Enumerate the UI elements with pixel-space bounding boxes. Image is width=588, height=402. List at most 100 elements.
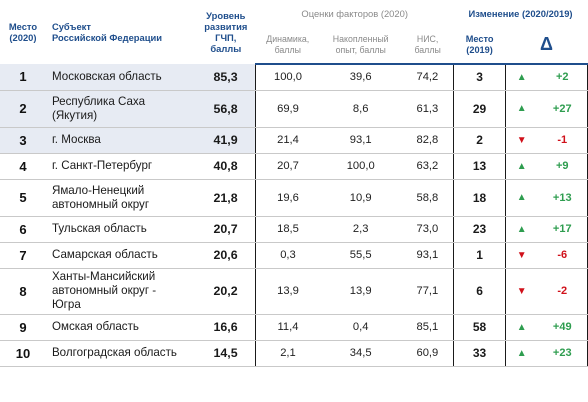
table-row: 1 Московская область 85,3 100,0 39,6 74,2 3 ▲ +2	[0, 64, 588, 91]
triangle-down-icon: ▼	[505, 242, 538, 269]
nis-cell: 77,1	[401, 268, 454, 315]
score-cell: 20,2	[195, 268, 256, 315]
dynamics-cell: 100,0	[255, 64, 320, 91]
nis-cell: 63,2	[401, 153, 454, 180]
header-rank: Место (2020)	[8, 21, 38, 43]
dynamics-cell: 2,1	[255, 340, 320, 367]
nis-cell: 93,1	[401, 242, 454, 269]
triangle-up-icon: ▲	[505, 90, 538, 128]
experience-cell: 100,0	[319, 153, 402, 180]
experience-cell: 55,5	[319, 242, 402, 269]
header-delta: Δ	[505, 26, 588, 65]
nis-cell: 60,9	[401, 340, 454, 367]
header-region: Субъект Российской Федерации	[51, 21, 163, 43]
header-score: Уровень развития ГЧП, баллы	[204, 10, 248, 54]
score-cell: 41,9	[195, 127, 256, 154]
table-row: 7 Самарская область 20,6 0,3 55,5 93,1 1 ▼ -6	[0, 242, 588, 269]
experience-cell: 39,6	[319, 64, 402, 91]
nis-cell: 82,8	[401, 127, 454, 154]
rank-cell: 8	[0, 268, 46, 315]
dynamics-cell: 18,5	[255, 216, 320, 243]
region-name: Ямало-Ненецкий автономный округ	[45, 179, 196, 217]
delta-cell: +9	[537, 153, 588, 180]
prev-place-cell: 18	[453, 179, 506, 217]
prev-place-cell: 29	[453, 90, 506, 128]
table-row: 10 Волгоградская область 14,5 2,1 34,5 60,9 33…	[0, 340, 588, 367]
rank-cell: 5	[0, 179, 46, 217]
rank-cell: 10	[0, 340, 46, 367]
delta-cell: +2	[537, 64, 588, 91]
rank-cell: 7	[0, 242, 46, 269]
experience-cell: 93,1	[319, 127, 402, 154]
delta-cell: +27	[537, 90, 588, 128]
dynamics-cell: 21,4	[255, 127, 320, 154]
nis-cell: 58,8	[401, 179, 454, 217]
dynamics-cell: 20,7	[255, 153, 320, 180]
experience-cell: 34,5	[319, 340, 402, 367]
table-row: 4 г. Санкт-Петербург 40,8 20,7 100,0 63,2 13 ▲ +…	[0, 153, 588, 180]
nis-cell: 73,0	[401, 216, 454, 243]
triangle-up-icon: ▲	[505, 216, 538, 243]
dynamics-cell: 11,4	[255, 314, 320, 341]
dynamics-cell: 13,9	[255, 268, 320, 315]
rank-cell: 4	[0, 153, 46, 180]
dynamics-cell: 69,9	[255, 90, 320, 128]
experience-cell: 10,9	[319, 179, 402, 217]
prev-place-cell: 58	[453, 314, 506, 341]
prev-place-cell: 33	[453, 340, 506, 367]
delta-cell: -1	[537, 127, 588, 154]
delta-cell: +13	[537, 179, 588, 217]
header-factors: Оценки факторов (2020)	[301, 7, 408, 19]
region-name: Самарская область	[45, 242, 196, 269]
table-row: 8 Ханты-Мансийский автономный округ - Югр…	[0, 268, 588, 315]
rank-cell: 2	[0, 90, 46, 128]
score-cell: 16,6	[195, 314, 256, 341]
region-name: Тульская область	[45, 216, 196, 243]
triangle-up-icon: ▲	[505, 153, 538, 180]
triangle-up-icon: ▲	[505, 314, 538, 341]
delta-cell: +17	[537, 216, 588, 243]
table-row: 6 Тульская область 20,7 18,5 2,3 73,0 23 ▲ +17	[0, 216, 588, 243]
ranking-table: Место (2020) Субъект Российской Федераци…	[0, 0, 588, 367]
header-dynamics: Динамика, баллы	[255, 26, 320, 65]
region-name: Волгоградская область	[45, 340, 196, 367]
dynamics-cell: 19,6	[255, 179, 320, 217]
triangle-up-icon: ▲	[505, 64, 538, 91]
triangle-down-icon: ▼	[505, 268, 538, 315]
nis-cell: 85,1	[401, 314, 454, 341]
experience-cell: 8,6	[319, 90, 402, 128]
delta-cell: +23	[537, 340, 588, 367]
triangle-down-icon: ▼	[505, 127, 538, 154]
region-name: Омская область	[45, 314, 196, 341]
score-cell: 20,6	[195, 242, 256, 269]
header-prev-place: Место (2019)	[453, 26, 506, 65]
delta-cell: -6	[537, 242, 588, 269]
delta-cell: +49	[537, 314, 588, 341]
score-cell: 85,3	[195, 64, 256, 91]
header-experience: Накопленный опыт, баллы	[319, 26, 402, 65]
prev-place-cell: 1	[453, 242, 506, 269]
table-body: 1 Московская область 85,3 100,0 39,6 74,2 3 ▲ +2…	[0, 64, 588, 367]
score-cell: 21,8	[195, 179, 256, 217]
score-cell: 40,8	[195, 153, 256, 180]
score-cell: 20,7	[195, 216, 256, 243]
delta-cell: -2	[537, 268, 588, 315]
prev-place-cell: 6	[453, 268, 506, 315]
table-header: Место (2020) Субъект Российской Федераци…	[0, 0, 588, 65]
header-nis: НИС, баллы	[401, 26, 454, 65]
triangle-up-icon: ▲	[505, 340, 538, 367]
region-name: Республика Саха (Якутия)	[45, 90, 196, 128]
table-row: 2 Республика Саха (Якутия) 56,8 69,9 8,6 61,3…	[0, 90, 588, 128]
prev-place-cell: 3	[453, 64, 506, 91]
table-row: 9 Омская область 16,6 11,4 0,4 85,1 58 ▲ +49	[0, 314, 588, 341]
rank-cell: 1	[0, 64, 46, 91]
header-change: Изменение (2020/2019)	[468, 7, 573, 19]
prev-place-cell: 2	[453, 127, 506, 154]
score-cell: 56,8	[195, 90, 256, 128]
region-name: г. Санкт-Петербург	[45, 153, 196, 180]
experience-cell: 0,4	[319, 314, 402, 341]
rank-cell: 9	[0, 314, 46, 341]
score-cell: 14,5	[195, 340, 256, 367]
region-name: г. Москва	[45, 127, 196, 154]
